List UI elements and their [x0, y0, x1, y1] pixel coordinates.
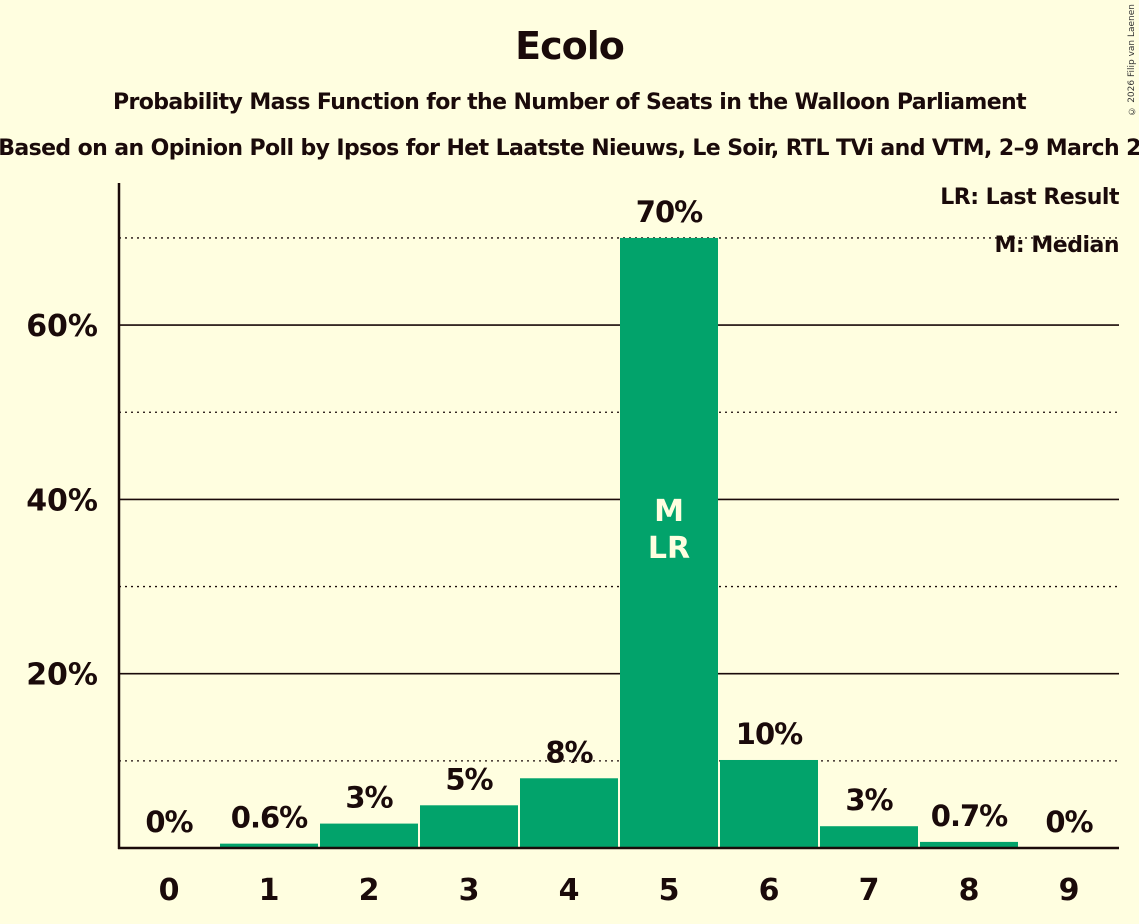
- y-tick-label: 60%: [26, 309, 98, 344]
- bar-7: [820, 826, 918, 848]
- bar-1: [220, 843, 318, 848]
- bar-value-label: 5%: [445, 762, 493, 796]
- x-tick-label: 5: [659, 873, 680, 908]
- x-tick-label: 1: [259, 873, 280, 908]
- bar-2: [320, 823, 418, 848]
- median-marker: M: [654, 494, 684, 529]
- x-tick-label: 4: [559, 873, 580, 908]
- bar-value-label: 0%: [145, 805, 193, 839]
- x-tick-label: 9: [1059, 873, 1080, 908]
- bar-3: [420, 805, 518, 848]
- x-tick-label: 6: [759, 873, 780, 908]
- bar-value-label: 70%: [636, 195, 703, 229]
- legend-median: M: Median: [994, 233, 1120, 258]
- chart-subtitle: Probability Mass Function for the Number…: [112, 90, 1027, 115]
- y-tick-label: 40%: [26, 483, 98, 518]
- x-tick-label: 2: [359, 873, 380, 908]
- y-tick-label: 20%: [26, 658, 98, 693]
- x-tick-label: 7: [859, 873, 880, 908]
- bar-value-label: 8%: [545, 735, 593, 769]
- legend-last-result: LR: Last Result: [940, 185, 1119, 210]
- chart-source-subtitle: Based on an Opinion Poll by Ipsos for He…: [0, 136, 1139, 161]
- x-tick-label: 3: [459, 873, 480, 908]
- x-tick-label: 0: [159, 873, 180, 908]
- bar-value-label: 0%: [1045, 805, 1093, 839]
- bar-6: [720, 759, 818, 848]
- bar-value-label: 0.6%: [231, 801, 308, 835]
- bar-8: [920, 841, 1018, 848]
- chart-title: Ecolo: [515, 24, 625, 68]
- bar-value-label: 10%: [736, 717, 803, 751]
- bar-4: [520, 778, 618, 848]
- bar-value-label: 3%: [345, 781, 393, 815]
- x-tick-label: 8: [959, 873, 980, 908]
- last-result-marker: LR: [648, 531, 690, 566]
- bar-value-label: 0.7%: [931, 799, 1008, 833]
- bar-5: [620, 237, 718, 848]
- bar-value-label: 3%: [845, 783, 893, 817]
